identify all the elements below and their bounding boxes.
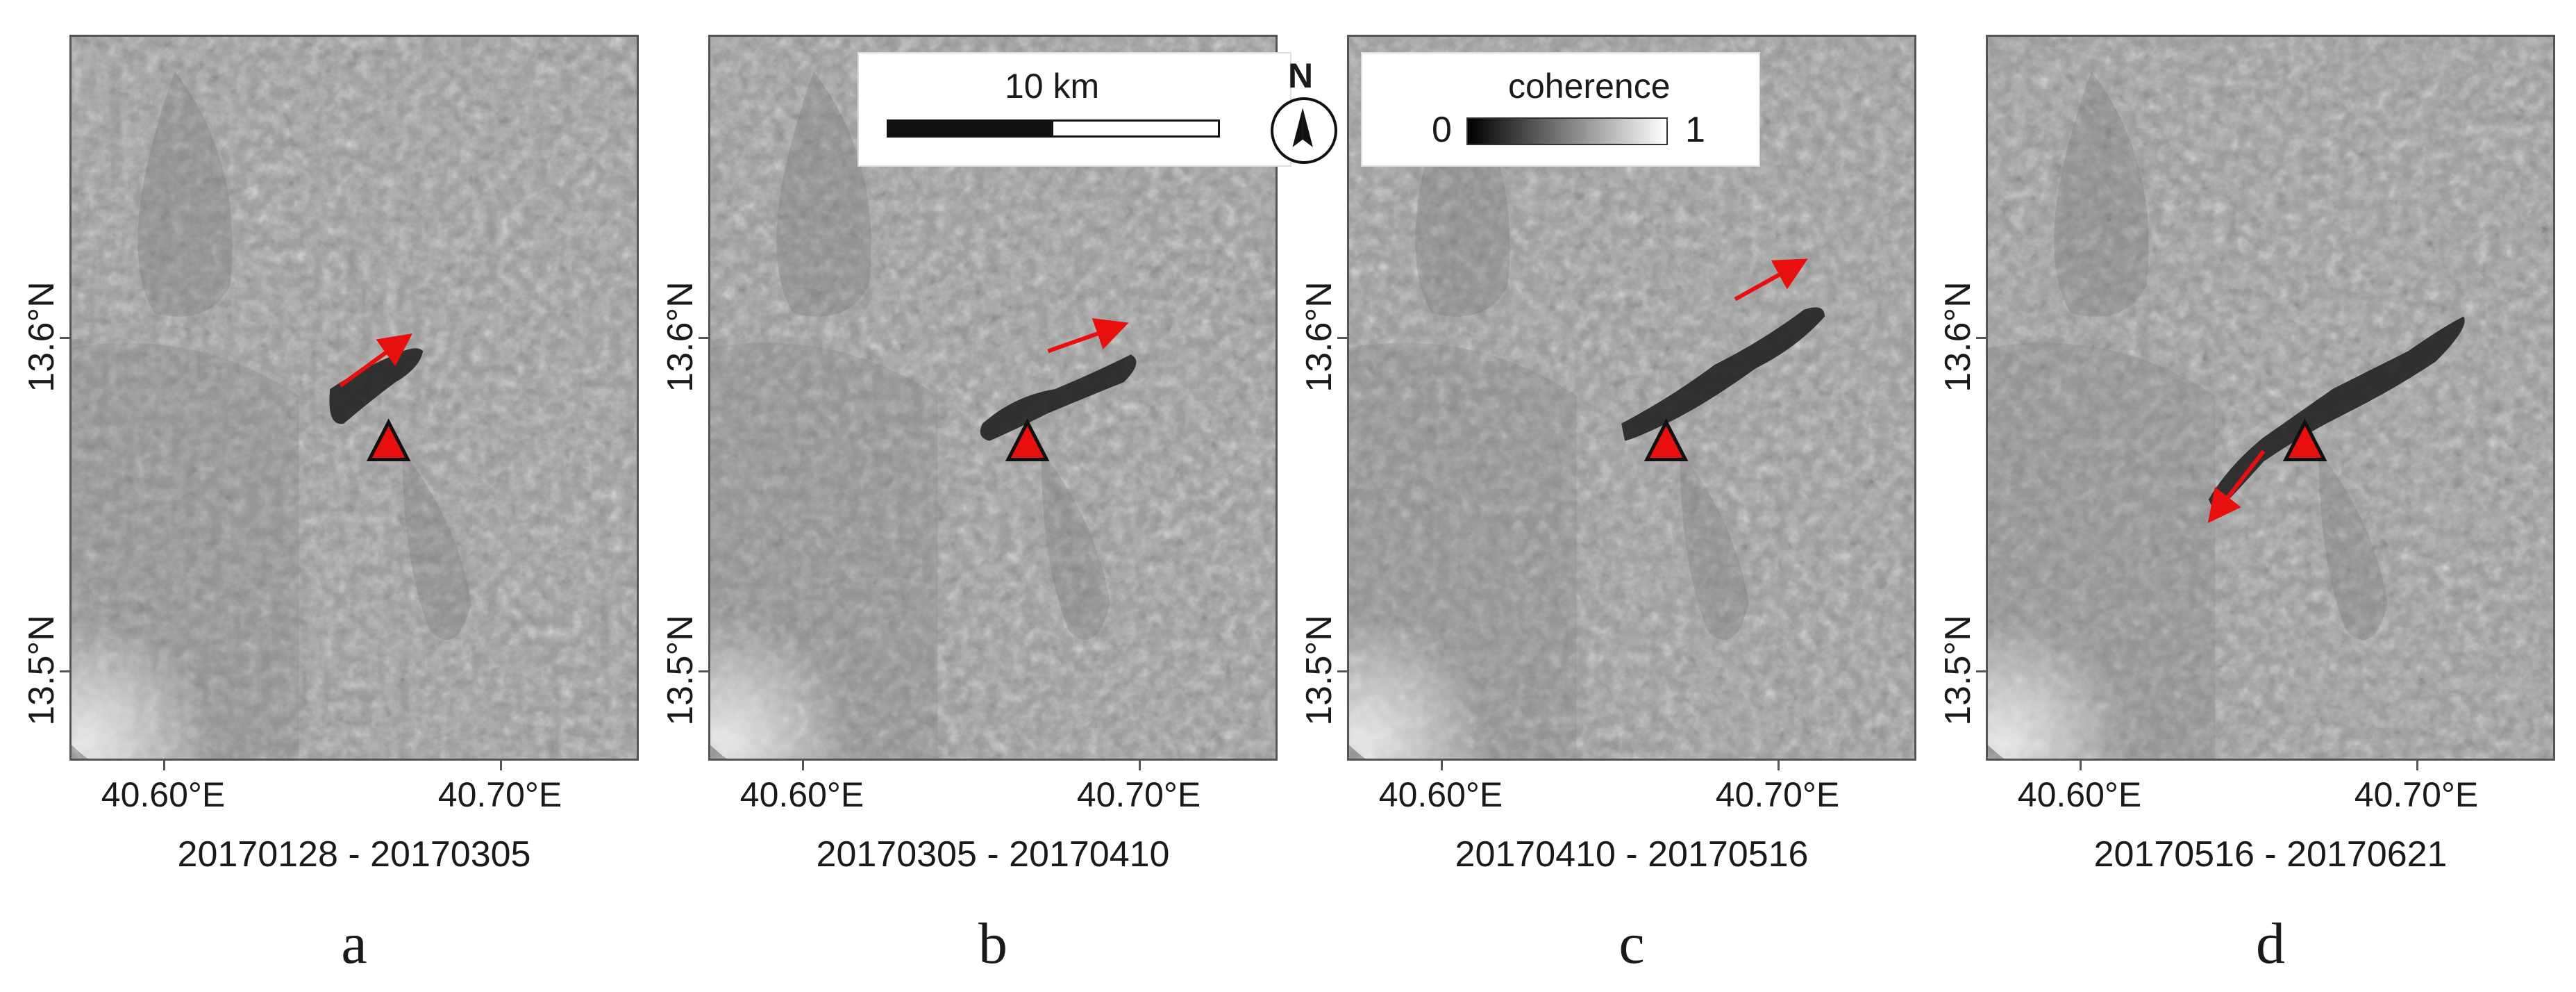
panel-letter: a	[341, 911, 367, 976]
x-axis-tick-label: 40.70°E	[1715, 775, 1840, 814]
y-axis-tick	[1976, 670, 1986, 672]
y-axis-tick	[60, 670, 69, 672]
map-panel-d: 20170516 - 20170621 d 40.60°E 40.70°E 13.6…	[1916, 0, 2555, 992]
x-axis-tick	[802, 761, 804, 770]
y-axis-tick-label: 13.6°N	[660, 281, 701, 392]
y-axis-tick	[699, 670, 708, 672]
date-range-label: 20170516 - 20170621	[2093, 834, 2448, 875]
x-axis-tick	[1139, 761, 1141, 770]
x-axis-tick-label: 40.70°E	[1076, 775, 1201, 814]
flow-direction-arrow	[2207, 449, 2266, 524]
legend-min: 0	[1432, 110, 1452, 150]
y-axis-tick	[699, 337, 708, 339]
x-axis-tick-label: 40.60°E	[101, 775, 226, 814]
coherence-map	[69, 35, 639, 761]
date-range-label: 20170305 - 20170410	[816, 834, 1170, 875]
lava-flow-decorrelation	[980, 354, 1137, 441]
y-axis-tick	[60, 337, 69, 339]
scale-bar	[887, 119, 1220, 138]
y-axis-tick	[1337, 337, 1347, 339]
legend-gradient	[1466, 117, 1668, 145]
y-axis-tick	[1337, 670, 1347, 672]
y-axis-tick-label: 13.6°N	[1299, 281, 1339, 392]
x-axis-tick-label: 40.60°E	[739, 775, 864, 814]
x-axis-tick	[1778, 761, 1780, 770]
panel-letter: b	[978, 911, 1007, 976]
vent-marker-icon	[1005, 418, 1050, 461]
flow-direction-arrow	[1734, 258, 1808, 301]
scale-bar-label: 10 km	[1005, 67, 1100, 106]
y-axis-tick-label: 13.5°N	[1299, 615, 1339, 726]
x-axis-tick-label: 40.70°E	[437, 775, 562, 814]
x-axis-tick	[2416, 761, 2418, 770]
legend-max: 1	[1685, 110, 1705, 150]
vent-marker-icon	[2282, 418, 2327, 461]
north-arrow: N	[1267, 56, 1344, 174]
y-axis-tick-label: 13.5°N	[1938, 615, 1978, 726]
scale-bar-box: 10 km	[858, 52, 1291, 167]
y-axis-tick-label: 13.6°N	[22, 281, 62, 392]
y-axis-tick-label: 13.6°N	[1938, 281, 1978, 392]
lava-flow-decorrelation	[1621, 307, 1825, 441]
lava-flow-decorrelation	[329, 348, 424, 424]
map-panel-a: 20170128 - 20170305 a 40.60°E 40.70°E 13.6…	[0, 0, 639, 992]
vent-marker-icon	[1644, 418, 1689, 461]
vent-marker-icon	[366, 418, 411, 461]
x-axis-tick	[500, 761, 502, 770]
y-axis-tick-label: 13.5°N	[660, 615, 701, 726]
coherence-legend: coherence 0 1	[1361, 52, 1760, 167]
y-axis-tick	[1976, 337, 1986, 339]
x-axis-tick	[2080, 761, 2082, 770]
x-axis-tick-label: 40.60°E	[1378, 775, 1503, 814]
x-axis-tick	[1441, 761, 1443, 770]
panel-letter: d	[2256, 911, 2285, 976]
coherence-map	[1986, 35, 2555, 761]
north-label: N	[1288, 56, 1314, 95]
date-range-label: 20170128 - 20170305	[177, 834, 531, 875]
y-axis-tick-label: 13.5°N	[22, 615, 62, 726]
x-axis-tick	[163, 761, 165, 770]
flow-direction-arrow	[339, 333, 412, 388]
x-axis-tick-label: 40.70°E	[2354, 775, 2479, 814]
north-arrow-icon	[1271, 97, 1337, 164]
panel-letter: c	[1619, 911, 1645, 976]
x-axis-tick-label: 40.60°E	[2017, 775, 2142, 814]
legend-title: coherence	[1508, 67, 1671, 106]
date-range-label: 20170410 - 20170516	[1455, 834, 1809, 875]
lava-flow-decorrelation	[2208, 316, 2465, 514]
flow-direction-arrow	[1047, 317, 1129, 354]
